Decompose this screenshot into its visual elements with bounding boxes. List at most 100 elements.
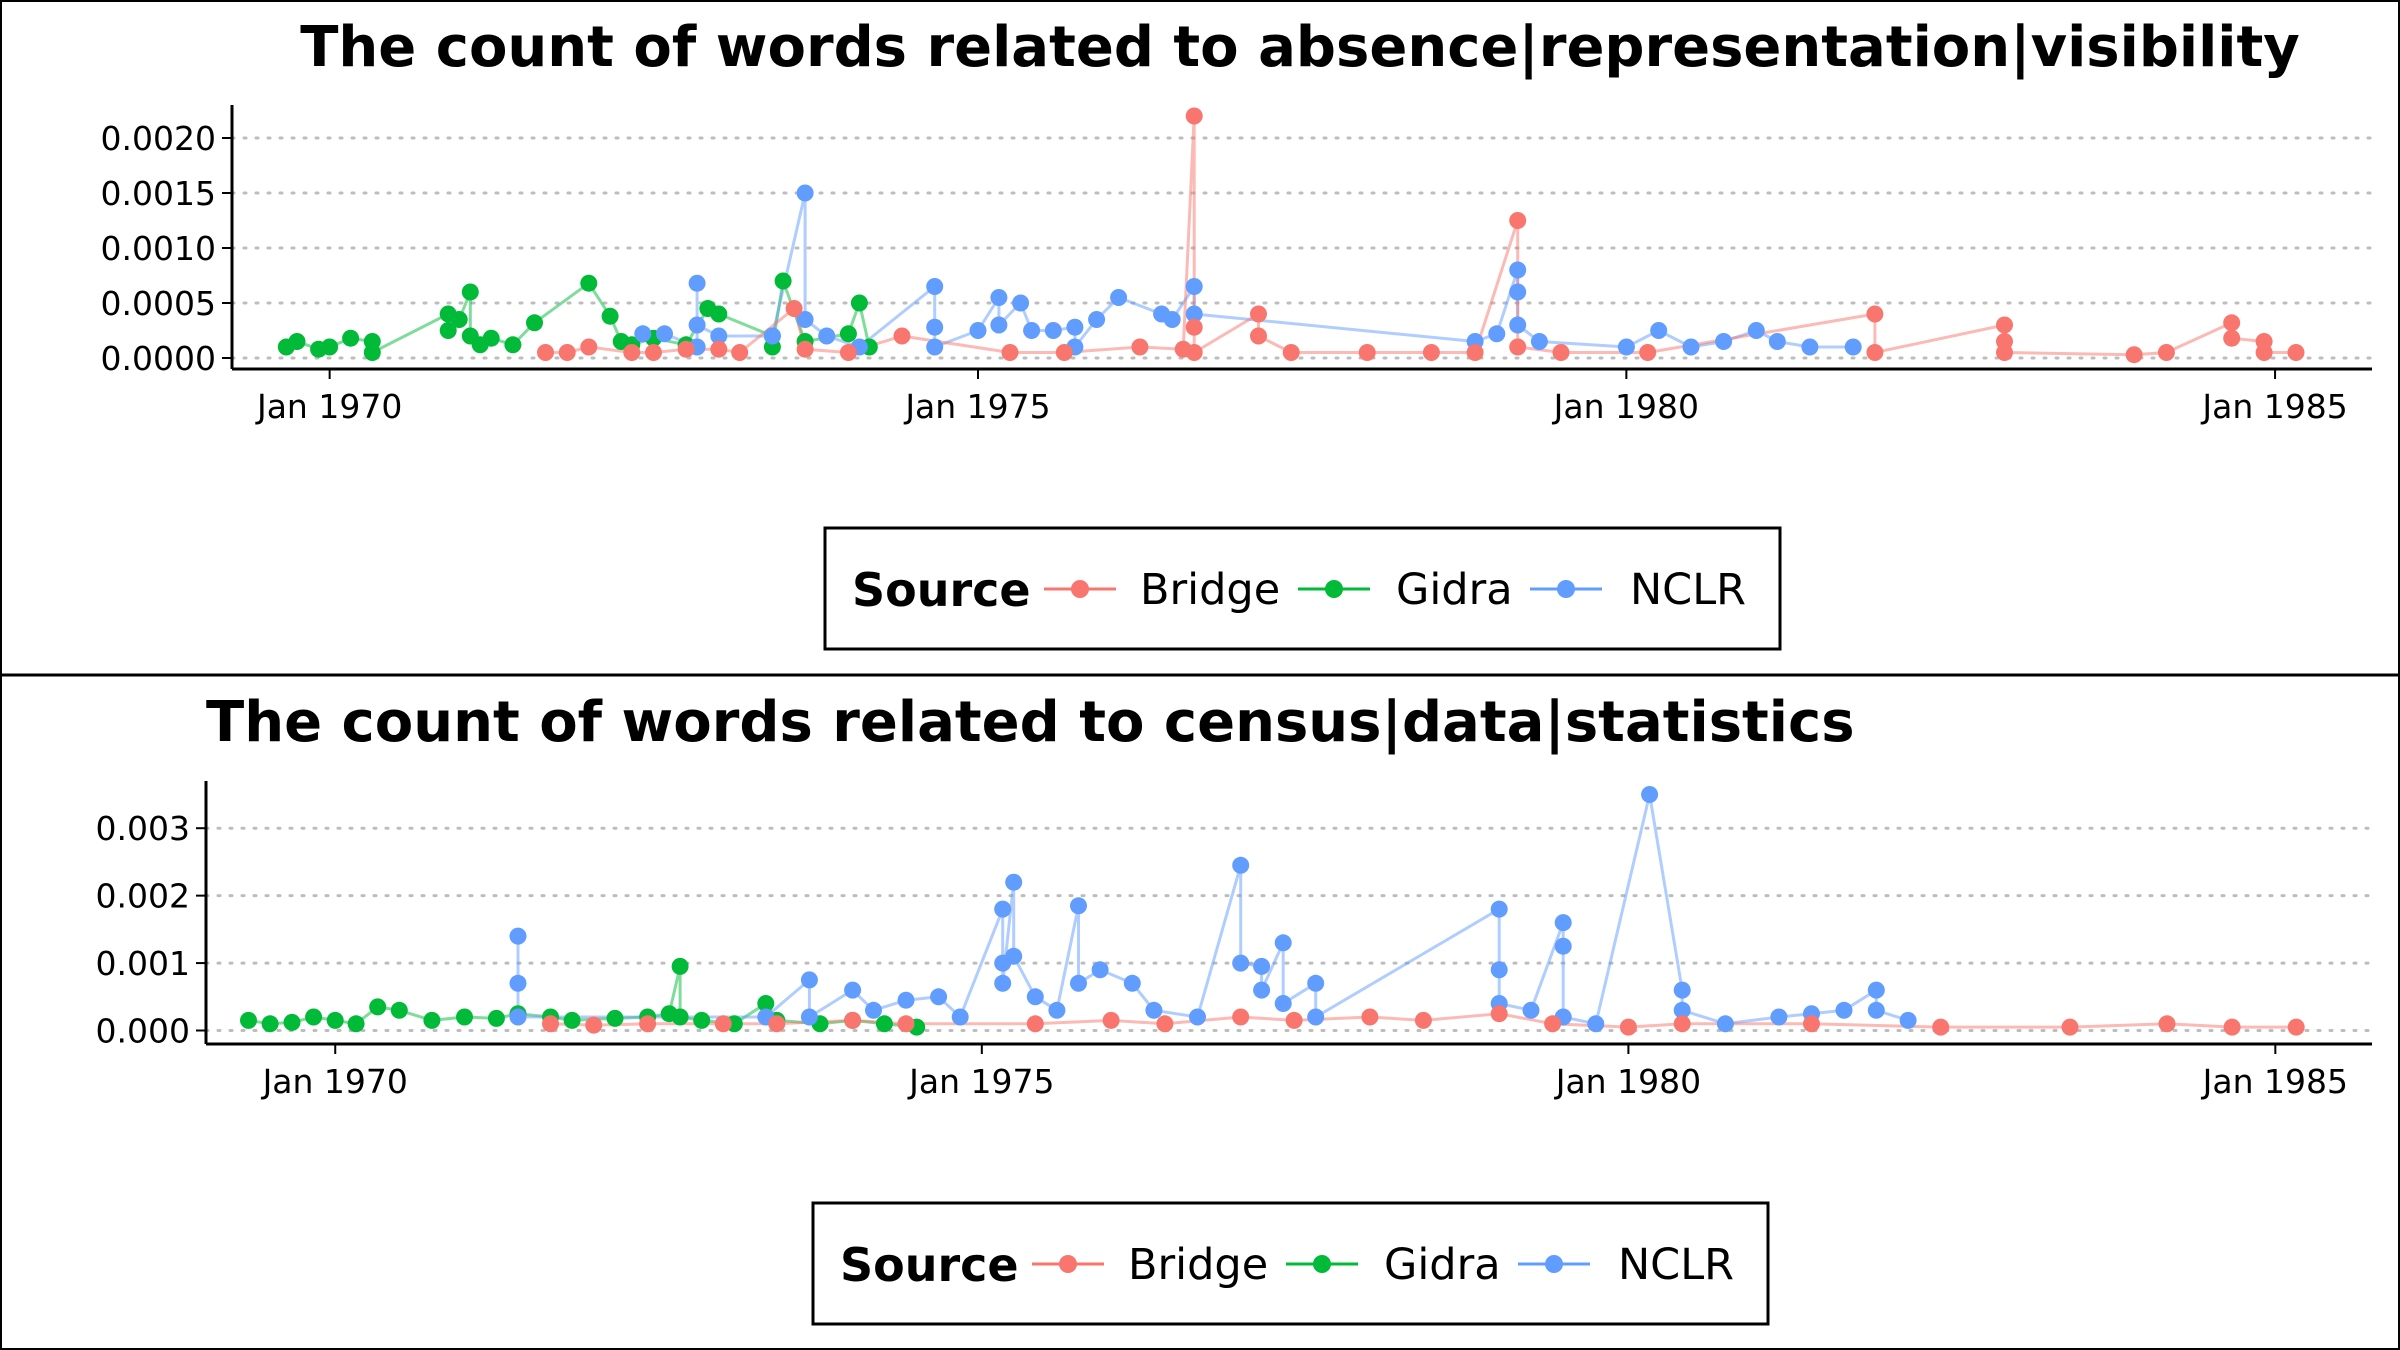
data-point-bridge — [558, 344, 576, 361]
data-point-gidra — [450, 311, 468, 328]
data-point-bridge — [1185, 318, 1203, 336]
data-point-nclr — [818, 327, 836, 345]
data-point-nclr — [1253, 957, 1271, 975]
data-point-nclr — [1005, 873, 1023, 891]
data-point-bridge — [1358, 344, 1376, 361]
data-point-gidra — [390, 1001, 408, 1019]
data-point-bridge — [844, 1011, 862, 1029]
data-point-nclr — [1867, 981, 1885, 999]
data-point-gidra — [774, 272, 792, 290]
data-point-gidra — [326, 1011, 344, 1029]
data-point-gidra — [671, 1008, 689, 1026]
data-point-gidra — [850, 294, 868, 312]
data-point-nclr — [930, 988, 948, 1006]
data-point-nclr — [1899, 1011, 1917, 1029]
data-point-bridge — [2223, 329, 2241, 347]
data-point-nclr — [1867, 1001, 1885, 1019]
data-point-bridge — [1250, 305, 1267, 323]
panel-census: The count of words related to census|dat… — [96, 690, 2374, 1326]
data-point-nclr — [1070, 974, 1087, 992]
data-point-gidra — [240, 1011, 257, 1029]
data-point-nclr — [509, 974, 527, 992]
data-point-gidra — [693, 1011, 711, 1029]
legend-label-gidra: Gidra — [1384, 1240, 1501, 1290]
legend-key-point — [1313, 1255, 1331, 1273]
data-point-nclr — [1641, 786, 1659, 803]
data-point-bridge — [893, 327, 911, 345]
data-point-nclr — [1088, 311, 1106, 328]
grid — [204, 826, 2374, 1033]
data-point-nclr — [990, 289, 1008, 306]
data-point-nclr — [1307, 974, 1325, 992]
legend-key-nclr — [1518, 1255, 1590, 1273]
data-point-bridge — [796, 340, 814, 358]
legend: Source Bridge Gidra NCLR — [823, 526, 1782, 651]
axes: 0.000 0.001 0.002 0.003 Jan 1970 Jan 1975 Jan … — [96, 781, 2372, 1101]
data-point-nclr — [1232, 954, 1250, 972]
data-point-nclr — [1189, 1008, 1206, 1026]
x-tick-label: Jan 1980 — [1552, 387, 1699, 426]
data-point-nclr — [796, 184, 814, 202]
data-point-nclr — [951, 1008, 969, 1026]
data-point-bridge — [1673, 1015, 1691, 1033]
data-point-nclr — [1023, 322, 1041, 339]
data-point-bridge — [677, 340, 695, 358]
y-tick-label: 0.002 — [96, 877, 190, 916]
data-point-bridge — [1250, 327, 1267, 345]
y-tick-label: 0.000 — [96, 1012, 190, 1051]
data-point-nclr — [1768, 333, 1786, 350]
data-point-nclr — [1554, 914, 1572, 932]
data-point-nclr — [1801, 338, 1819, 356]
data-point-nclr — [800, 971, 818, 989]
data-point-gidra — [342, 329, 360, 347]
data-point-nclr — [1617, 338, 1635, 356]
data-point-bridge — [1414, 1011, 1432, 1029]
x-tick-label: Jan 1985 — [2201, 1062, 2348, 1101]
data-point-gidra — [757, 995, 775, 1012]
data-point-bridge — [1422, 344, 1440, 361]
data-point-bridge — [1509, 212, 1527, 229]
y-tick-label: 0.0005 — [101, 284, 216, 323]
data-point-bridge — [1001, 344, 1019, 361]
data-point-gidra — [305, 1008, 323, 1026]
x-tick-label: Jan 1970 — [255, 387, 402, 426]
data-point-nclr — [1673, 1001, 1691, 1019]
data-point-nclr — [1307, 1008, 1325, 1026]
y-tick-label: 0.003 — [96, 809, 190, 848]
data-point-bridge — [645, 344, 662, 361]
data-point-bridge — [1639, 344, 1657, 361]
data-point-nclr — [1274, 995, 1292, 1012]
data-point-nclr — [1509, 316, 1527, 334]
panel-title: The count of words related to census|dat… — [206, 690, 1855, 755]
data-point-bridge — [542, 1015, 559, 1033]
y-tick-label: 0.001 — [96, 944, 190, 983]
data-point-nclr — [1232, 856, 1250, 874]
data-point-nclr — [1044, 322, 1062, 339]
legend-key-nclr — [1530, 580, 1602, 598]
data-point-bridge — [2125, 346, 2143, 364]
data-point-nclr — [688, 316, 706, 334]
data-point-gidra — [321, 338, 339, 356]
data-point-nclr — [1835, 1001, 1853, 1019]
data-point-nclr — [1509, 261, 1527, 279]
data-point-nclr — [1070, 897, 1087, 915]
data-point-nclr — [994, 974, 1012, 992]
data-point-bridge — [710, 340, 728, 358]
data-point-nclr — [688, 274, 706, 292]
data-point-nclr — [1274, 934, 1292, 952]
data-point-nclr — [1673, 981, 1691, 999]
data-point-bridge — [580, 338, 598, 356]
data-point-nclr — [969, 322, 987, 339]
data-point-gidra — [601, 307, 619, 325]
data-point-nclr — [1650, 322, 1668, 339]
data-point-nclr — [1012, 294, 1030, 312]
data-point-nclr — [926, 318, 944, 336]
data-point-gidra — [283, 1013, 301, 1031]
data-point-bridge — [1544, 1015, 1562, 1033]
data-point-nclr — [1091, 961, 1109, 979]
legend-key-point — [1325, 580, 1343, 598]
data-point-nclr — [509, 1008, 527, 1026]
data-point-bridge — [2061, 1018, 2079, 1036]
